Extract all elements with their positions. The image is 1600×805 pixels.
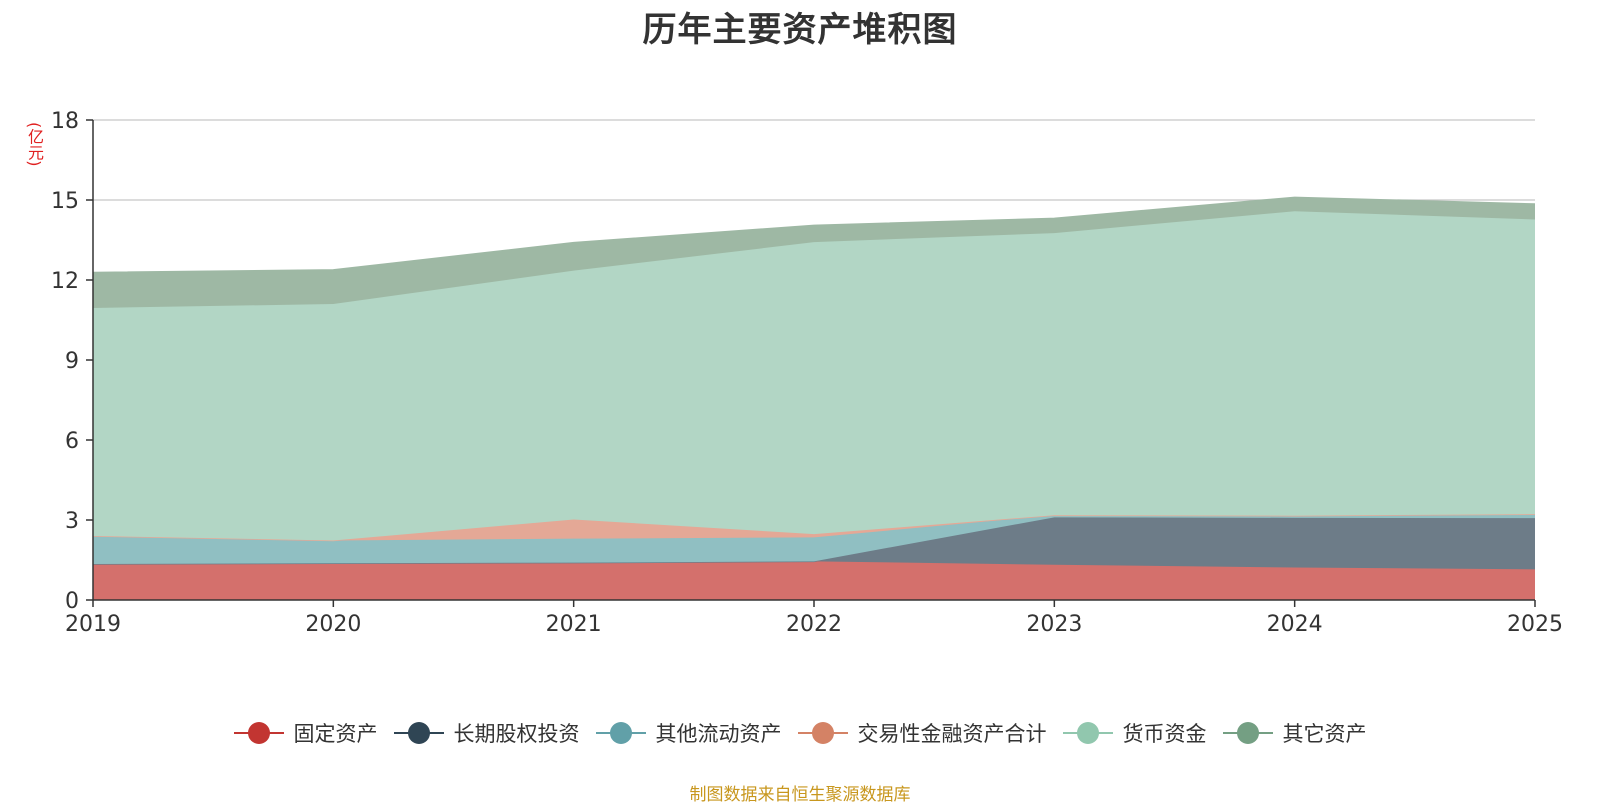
area-其他流动资产 [93,514,1535,564]
legend-label: 长期股权投资 [453,722,580,746]
x-tick-label: 2025 [1507,612,1563,637]
x-tick-label: 2019 [65,612,121,637]
area-长期股权投资 [93,517,1535,570]
legend-label: 固定资产 [293,722,378,746]
x-tick-label: 2023 [1026,612,1082,637]
legend-item[interactable]: 其它资产 [1222,718,1367,748]
legend-label: 其他流动资产 [655,722,782,746]
legend-marker-icon [1062,721,1113,745]
legend-label: 交易性金融资产合计 [857,722,1047,746]
data-source-note: 制图数据来自恒生聚源数据库 [689,785,911,805]
y-tick-label: 15 [51,189,79,214]
chart-legend: 固定资产 长期股权投资 其他流动资产 交易性金融资产合计 货币资金 其它资产 [0,718,1600,748]
legend-item[interactable]: 长期股权投资 [393,718,580,748]
x-tick-label: 2021 [546,612,602,637]
y-tick-label: 18 [51,109,79,134]
area-货币资金 [93,211,1535,541]
legend-item[interactable]: 货币资金 [1062,718,1207,748]
area-交易性金融资产合计 [93,514,1535,541]
y-tick-label: 9 [65,349,79,374]
series-line-其它资产 [92,196,1536,274]
x-tick-label: 2020 [305,612,361,637]
chart-title: 历年主要资产堆积图 [642,10,958,50]
x-tick-label: 2022 [786,612,842,637]
legend-item[interactable]: 交易性金融资产合计 [797,718,1047,748]
legend-marker-icon [595,721,646,745]
legend-marker-icon [797,721,848,745]
x-tick-label: 2024 [1267,612,1323,637]
y-tick-label: 12 [51,269,79,294]
legend-label: 其它资产 [1282,722,1367,746]
y-tick-label: 0 [65,589,79,614]
axes: 0 3 6 9 12 15 18 2019 2020 2021 2022 2023 2024 2025 [51,109,1563,637]
legend-item[interactable]: 其他流动资产 [595,718,782,748]
y-tick-label: 3 [65,509,79,534]
legend-item[interactable]: 固定资产 [233,718,378,748]
area-其它资产 [93,197,1535,308]
y-axis-unit-label: (亿元) [25,122,44,167]
legend-marker-icon [1222,721,1273,745]
legend-marker-icon [233,721,284,745]
legend-label: 货币资金 [1122,722,1207,746]
area-固定资产 [93,561,1535,600]
legend-marker-icon [393,721,444,745]
stacked-area-chart: 0 3 6 9 12 15 18 2019 2020 2021 2022 2023 2024 2025 [51,109,1563,637]
area-series [92,196,1536,600]
y-tick-label: 6 [65,429,79,454]
